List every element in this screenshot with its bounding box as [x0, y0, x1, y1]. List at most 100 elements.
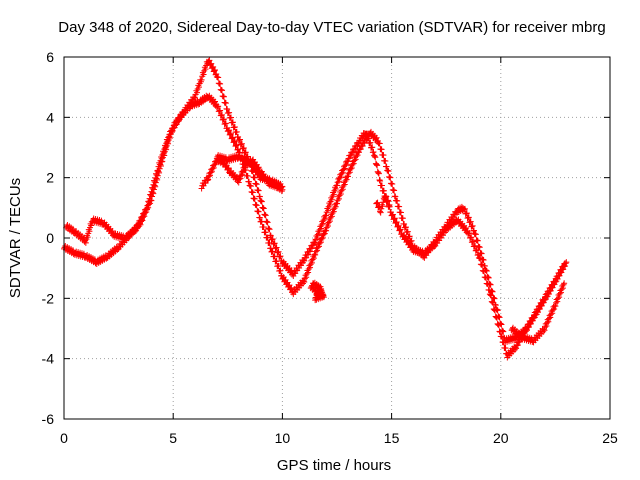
data-point [554, 276, 561, 283]
data-point [202, 66, 209, 73]
data-point [544, 319, 551, 326]
data-point [215, 74, 222, 81]
data-point [489, 288, 496, 295]
data-point [233, 141, 240, 148]
data-point [545, 318, 552, 325]
data-point [229, 134, 236, 141]
data-point [141, 209, 148, 216]
data-point [323, 212, 330, 219]
data-point [149, 185, 156, 192]
data-point [217, 107, 224, 114]
data-point [478, 250, 485, 257]
data-point [229, 135, 236, 142]
data-point [344, 158, 351, 165]
data-point [316, 240, 323, 247]
data-point [534, 309, 541, 316]
y-tick-label: -2 [42, 290, 55, 306]
series-track-d [213, 152, 286, 191]
data-point [229, 119, 236, 126]
data-point [153, 172, 160, 179]
data-point [158, 155, 165, 162]
data-point [498, 321, 505, 328]
data-point [305, 269, 312, 276]
data-point [402, 224, 409, 231]
x-tick-label: 0 [60, 430, 68, 446]
data-point [470, 238, 477, 245]
data-point [374, 162, 381, 169]
data-point [474, 237, 481, 244]
data-point [318, 222, 325, 229]
data-point [235, 146, 242, 153]
data-point [335, 195, 342, 202]
data-point [495, 313, 502, 320]
data-point [262, 229, 269, 236]
data-point [210, 164, 217, 171]
data-point [517, 331, 524, 338]
data-point [380, 187, 387, 194]
data-point [207, 172, 214, 179]
data-point [238, 140, 245, 147]
data-point [385, 168, 392, 175]
data-point [543, 323, 550, 330]
data-point [373, 161, 380, 168]
data-point [466, 229, 473, 236]
data-point [500, 328, 507, 335]
data-point [332, 186, 339, 193]
axis-ticks: 0 5 10 15 20 25 -6 -4 -2 0 2 4 6 [42, 49, 618, 446]
data-point [408, 237, 415, 244]
data-point [336, 192, 343, 199]
data-point [311, 239, 318, 246]
data-point [558, 269, 565, 276]
data-point [556, 272, 563, 279]
data-point [388, 212, 395, 219]
data-point [198, 76, 205, 83]
data-point [138, 216, 145, 223]
data-point [226, 131, 233, 138]
data-point [499, 327, 506, 334]
data-point [470, 227, 477, 234]
data-point [136, 220, 143, 227]
data-point [320, 231, 327, 238]
data-point [339, 169, 346, 176]
data-point [380, 152, 387, 159]
data-point [525, 324, 532, 331]
data-point [212, 160, 219, 167]
data-point [538, 302, 545, 309]
data-point [301, 275, 308, 282]
data-point [325, 222, 332, 229]
data-point [82, 239, 89, 246]
data-point [330, 208, 337, 215]
data-point [323, 224, 330, 231]
data-point [312, 248, 319, 255]
data-point [334, 179, 341, 186]
data-point [382, 194, 389, 201]
data-point [354, 152, 361, 159]
data-point [228, 135, 235, 142]
data-point [209, 165, 216, 172]
data-point [331, 205, 338, 212]
data-point [345, 170, 352, 177]
data-point [148, 188, 155, 195]
data-point [222, 120, 229, 127]
data-point [376, 140, 383, 147]
x-tick-label: 25 [602, 430, 618, 446]
data-point [114, 244, 121, 251]
data-point [338, 187, 345, 194]
data-point [545, 315, 552, 322]
data-point [86, 228, 93, 235]
data-point [319, 234, 326, 241]
data-point [217, 80, 224, 87]
data-point [377, 209, 384, 216]
data-point [395, 222, 402, 229]
data-point [167, 131, 174, 138]
data-point [483, 267, 490, 274]
data-point [212, 67, 219, 74]
data-point [341, 165, 348, 172]
data-point [469, 222, 476, 229]
series-track-f [373, 193, 393, 216]
data-point [275, 248, 282, 255]
data-point [271, 253, 278, 260]
data-point [379, 203, 386, 210]
data-point [554, 295, 561, 302]
data-point [495, 313, 502, 320]
